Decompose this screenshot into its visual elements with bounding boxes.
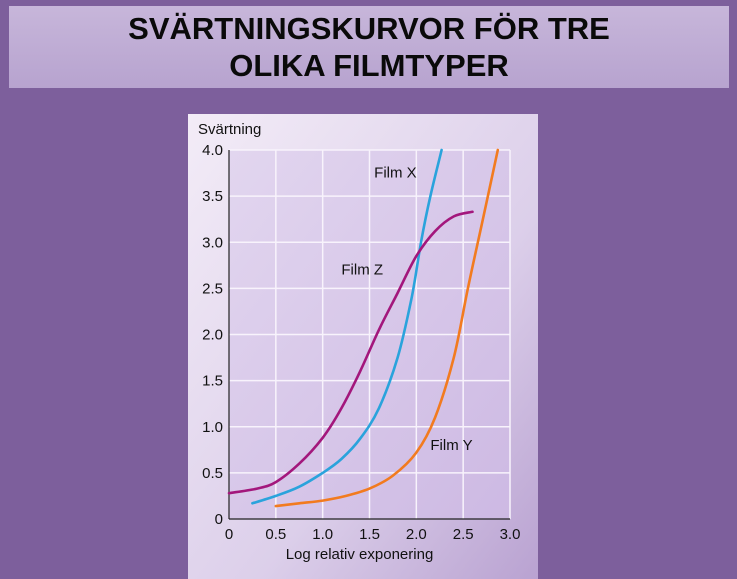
slide-title-line-1: SVÄRTNINGSKURVOR FÖR TRE [128, 11, 610, 46]
series-labels: Film X Film Z Film Y [341, 165, 472, 454]
x-tick-label: 2.5 [453, 526, 474, 543]
x-tick-label: 1.5 [359, 526, 380, 543]
series-label-film-y: Film Y [430, 437, 472, 454]
y-tick-label: 0 [215, 511, 223, 528]
series-label-film-z: Film Z [341, 262, 383, 279]
y-tick-label: 4.0 [202, 142, 223, 159]
x-axis-label: Log relativ exponering [286, 546, 434, 563]
y-tick-label: 2.5 [202, 280, 223, 297]
axes [228, 150, 510, 520]
series-label-film-x: Film X [374, 165, 417, 182]
chart-panel: 0 0.5 1.0 1.5 2.0 2.5 3.0 0 0.5 1.0 1.5 2.0 2.5 3.0 3.… [188, 114, 538, 579]
y-tick-label: 2.0 [202, 327, 223, 344]
y-axis-label: Svärtning [198, 121, 261, 138]
series-line-film-z [227, 210, 474, 495]
slide-title-line-2: OLIKA FILMTYPER [229, 48, 509, 83]
x-tick-label: 0 [225, 526, 233, 543]
y-tick-label: 1.0 [202, 419, 223, 436]
y-tick-label: 0.5 [202, 465, 223, 482]
x-tick-label: 2.0 [406, 526, 427, 543]
y-tick-label: 3.5 [202, 188, 223, 205]
tick-labels: 0 0.5 1.0 1.5 2.0 2.5 3.0 0 0.5 1.0 1.5 2.0 2.5 3.0 3.… [202, 142, 520, 543]
chart-svg: 0 0.5 1.0 1.5 2.0 2.5 3.0 0 0.5 1.0 1.5 2.0 2.5 3.0 3.… [188, 114, 538, 579]
series-group [227, 148, 500, 508]
series-line-film-x [251, 148, 443, 505]
title-banner: SVÄRTNINGSKURVOR FÖR TRE OLIKA FILMTYPER [9, 6, 729, 88]
x-tick-label: 1.0 [312, 526, 333, 543]
series-line-film-y [274, 148, 500, 508]
x-tick-label: 3.0 [500, 526, 521, 543]
y-tick-label: 1.5 [202, 373, 223, 390]
y-tick-label: 3.0 [202, 234, 223, 251]
x-tick-label: 0.5 [265, 526, 286, 543]
